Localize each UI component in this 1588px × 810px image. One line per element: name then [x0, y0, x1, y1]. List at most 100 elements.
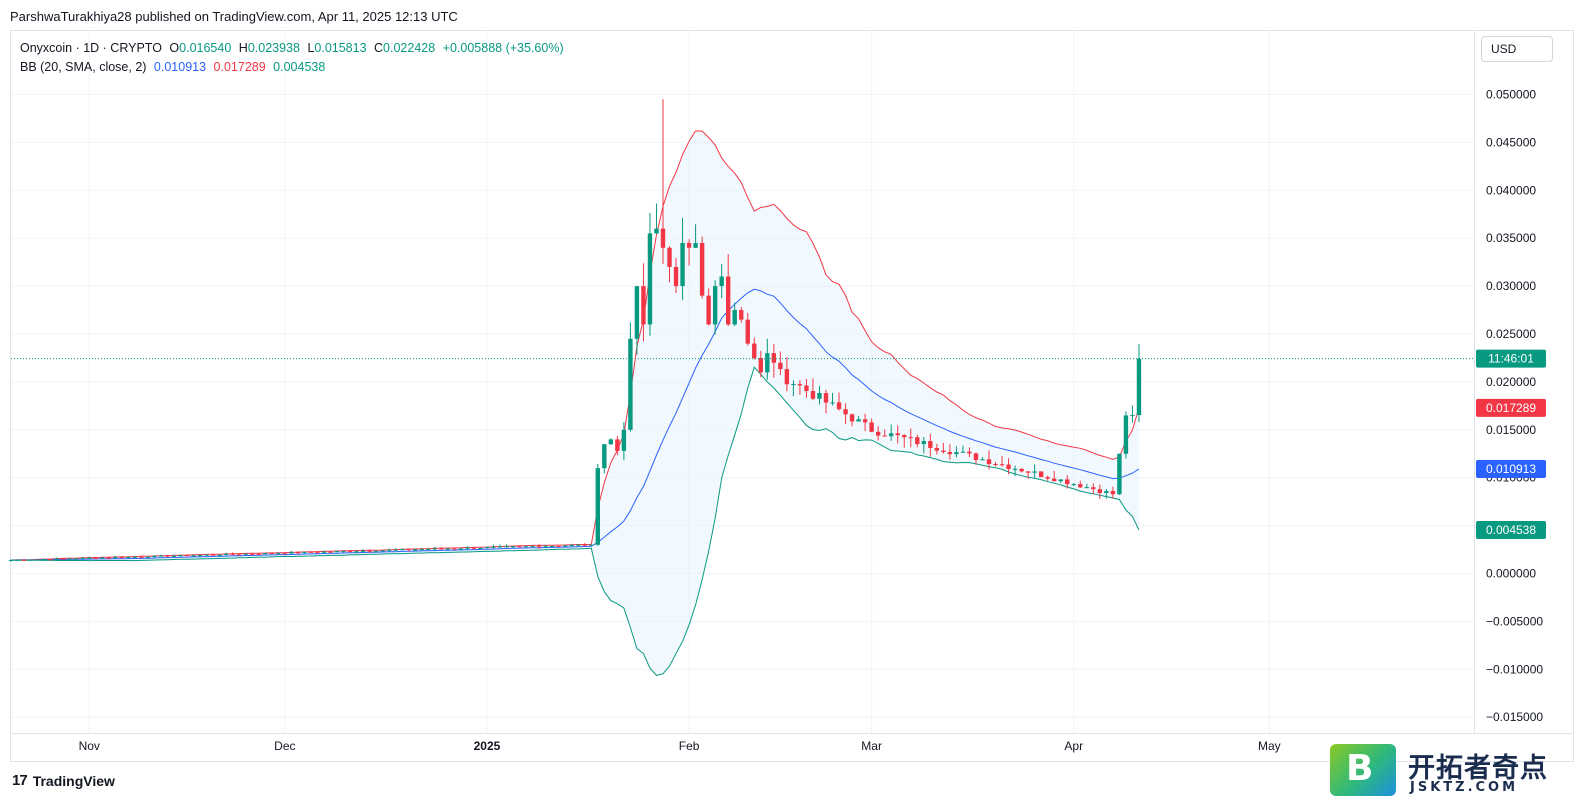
candle	[673, 257, 679, 293]
candle	[1084, 483, 1089, 489]
candle-body	[641, 286, 646, 325]
candle	[289, 550, 294, 555]
candle-body	[523, 546, 529, 548]
candle	[204, 553, 209, 556]
candle	[660, 99, 666, 264]
price-label-text: 0.017289	[1486, 401, 1536, 415]
price-label-box	[1476, 521, 1546, 540]
candle-body	[1058, 479, 1063, 482]
candle-body	[699, 242, 705, 296]
price-label-bb-basis: 0.010913	[1476, 459, 1546, 478]
published-by-text: ParshwaTurakhiya28 published on TradingV…	[10, 9, 458, 24]
candle-body	[276, 553, 281, 555]
candle-body	[328, 551, 333, 553]
bb-lower-line	[10, 366, 1140, 676]
candle-body	[726, 276, 731, 325]
candle	[680, 217, 685, 300]
candle	[817, 385, 822, 405]
candle-body	[758, 357, 763, 373]
bb-upper-line	[10, 130, 1140, 561]
candle-body	[1045, 477, 1050, 479]
candle	[908, 428, 913, 448]
legend-high: 0.023938	[247, 41, 300, 55]
candle	[719, 263, 724, 299]
candle	[400, 548, 405, 551]
candle	[947, 444, 953, 460]
candle-body	[256, 553, 261, 555]
candle	[556, 545, 561, 548]
candle-body	[15, 559, 20, 561]
y-tick-label: −0.015000	[1486, 710, 1543, 724]
candle	[849, 413, 855, 427]
candle-body	[80, 557, 85, 559]
x-tick-label: 2025	[474, 739, 501, 753]
candle	[530, 545, 535, 548]
candle	[504, 544, 509, 548]
candle	[523, 545, 529, 548]
candle-body	[1006, 464, 1011, 470]
candle-body	[113, 557, 118, 559]
candle-body	[543, 546, 548, 548]
candle-body	[308, 551, 314, 553]
candle	[360, 549, 366, 553]
candle-body	[87, 557, 92, 559]
tradingview-logo[interactable]: 17 TradingView	[12, 772, 115, 789]
candle-body	[263, 553, 268, 555]
candle-body	[712, 286, 718, 325]
candle	[836, 392, 842, 411]
candle-body	[367, 550, 372, 552]
candle	[113, 555, 118, 559]
candle-body	[576, 544, 581, 546]
candle	[882, 429, 887, 437]
candle	[1136, 344, 1142, 423]
candle	[223, 552, 229, 556]
candle-body	[484, 547, 490, 549]
price-label-countdown: 11:46:01	[1476, 349, 1546, 368]
candle-body	[165, 555, 170, 557]
candle-body	[21, 559, 27, 561]
candle-body	[452, 548, 457, 550]
candle-body	[549, 546, 555, 548]
legend-open-label: O	[169, 41, 180, 55]
legend-bb-basis: 0.010913	[153, 60, 207, 74]
candle	[139, 556, 144, 558]
candle	[765, 338, 770, 380]
candle-body	[204, 554, 209, 556]
candle	[1032, 464, 1037, 478]
candle-body	[223, 553, 229, 555]
candle	[484, 546, 490, 549]
legend: Onyxcoin · 1D · CRYPTO O0.016540 H0.0239…	[20, 39, 568, 77]
candle	[875, 426, 881, 441]
candle-body	[145, 556, 151, 558]
candle-body	[126, 556, 131, 558]
candle-body	[334, 551, 340, 553]
candle	[889, 424, 894, 441]
candle	[928, 433, 933, 457]
candle-body	[784, 369, 790, 385]
price-label-text: 0.004538	[1486, 523, 1536, 537]
candle-body	[673, 266, 679, 287]
candle	[536, 544, 542, 549]
candle	[321, 550, 327, 554]
candle-body	[973, 453, 979, 461]
candle	[941, 442, 946, 454]
candle-body	[1091, 487, 1096, 490]
candle	[954, 446, 959, 458]
legend-change: +0.005888 (+35.60%)	[442, 41, 564, 55]
currency-button[interactable]: USD	[1481, 36, 1553, 62]
candle-body	[184, 555, 190, 557]
x-tick-label: Feb	[679, 739, 700, 753]
candle	[1025, 471, 1031, 479]
candle-body	[660, 228, 666, 248]
candle	[302, 551, 307, 554]
candle-body	[47, 559, 53, 561]
candle	[641, 263, 646, 342]
candle	[739, 307, 744, 323]
candle	[465, 546, 470, 550]
candle-body	[1136, 358, 1142, 416]
candle	[165, 555, 170, 557]
candle	[276, 552, 281, 555]
candle	[1019, 468, 1024, 473]
candle	[1130, 405, 1135, 423]
